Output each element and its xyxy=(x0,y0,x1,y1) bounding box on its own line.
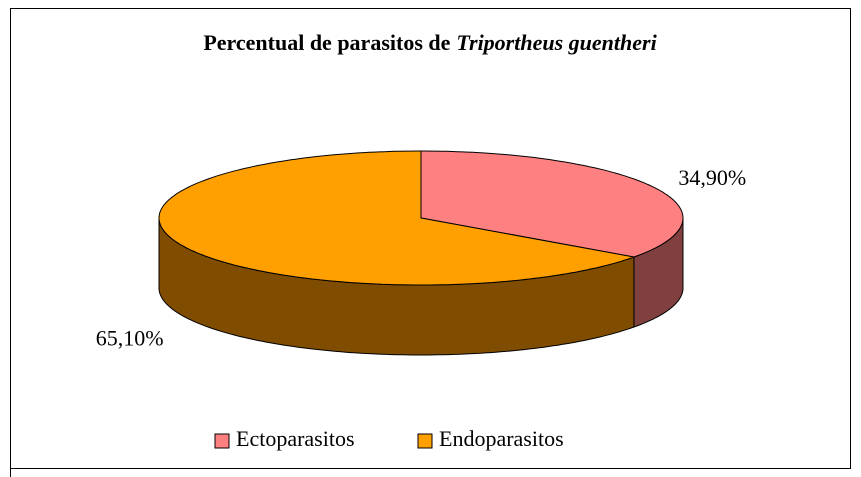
data-label: 34,90% xyxy=(678,165,746,190)
slice xyxy=(420,150,684,258)
title-italic: Triportheus guentheri xyxy=(456,30,657,55)
data-label: 65,10% xyxy=(96,325,164,350)
legend-swatch xyxy=(417,433,433,449)
legend-label: Ectoparasitos xyxy=(236,426,355,451)
legend: Ectoparasitos Endoparasitos xyxy=(214,426,564,451)
legend-swatch xyxy=(214,433,230,449)
title-plain: Percentual de parasitos de xyxy=(203,30,450,55)
legend-label: Endoparasitos xyxy=(439,426,564,451)
chart-title: Percentual de parasitos de Triportheus gu… xyxy=(203,30,657,55)
slice xyxy=(158,150,636,286)
